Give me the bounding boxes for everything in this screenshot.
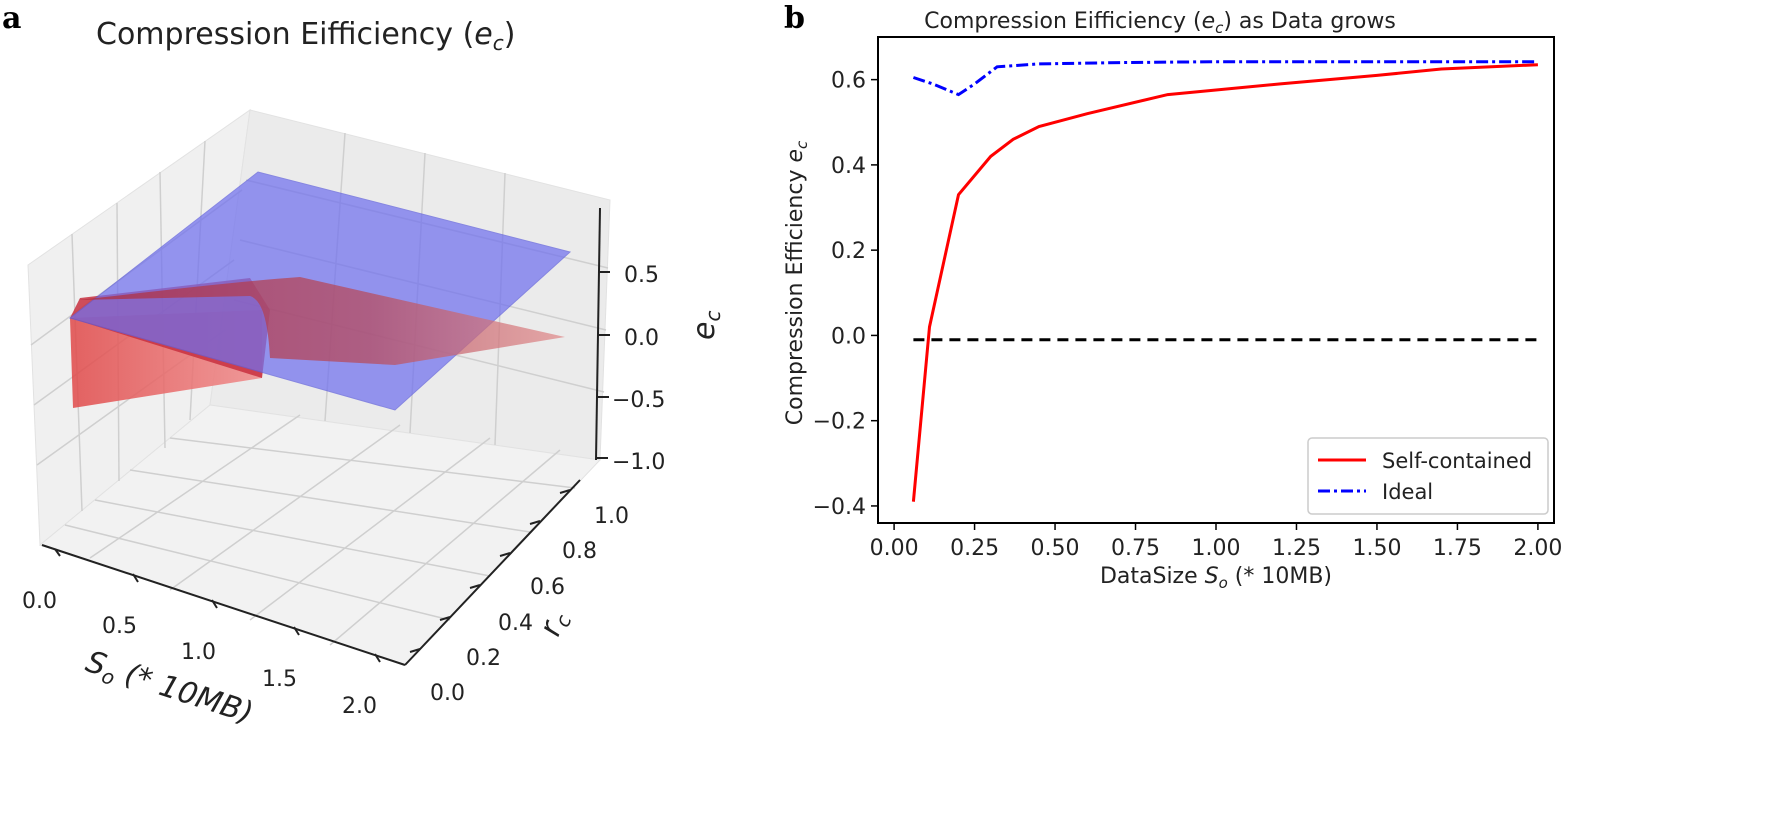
z-tick-label: 0.0 (624, 326, 659, 351)
x-tick-label: 1.0 (181, 640, 216, 665)
y-tick-label: 0.0 (430, 681, 465, 706)
x-axis-b: 0.00 0.25 0.50 0.75 1.00 1.25 1.50 1.75 2.00 (870, 523, 1562, 561)
y-axis: 0.0 0.2 0.4 0.6 0.8 1.0 rc (404, 479, 629, 706)
x-tick-label-b: 0.25 (950, 536, 999, 561)
red-surface-top (78, 277, 565, 365)
y-tick-label-b: −0.2 (813, 410, 866, 435)
z-tick-label: −1.0 (612, 450, 665, 475)
y-tick-label-b: −0.4 (813, 495, 866, 520)
x-tick-label: 2.0 (342, 694, 377, 719)
x-tick-label-b: 0.50 (1031, 536, 1080, 561)
y-tick-label-b: 0.0 (831, 324, 866, 349)
chart-a-title: Compression Eifficiency (ec) (96, 17, 515, 55)
y-axis-label-b: Compression Efficiency ec (783, 140, 811, 425)
y-tick-label-b: 0.6 (831, 69, 866, 94)
y-tick-label-b: 0.4 (831, 154, 866, 179)
z-axis-label: ec (687, 311, 725, 340)
legend-b: Self-contained Ideal (1307, 437, 1549, 515)
x-axis-label-b: DataSize So (* 10MB) (1100, 564, 1332, 592)
x-tick-label-b: 1.50 (1352, 536, 1401, 561)
legend-label-ideal: Ideal (1382, 480, 1433, 504)
x-tick-label-b: 1.25 (1272, 536, 1321, 561)
panel-b: b Compression Eifficiency (ec) as Data g… (783, 1, 1562, 592)
y-axis-b: 0.6 0.4 0.2 0.0 −0.2 −0.4 (813, 69, 878, 520)
series-b (911, 60, 1538, 502)
z-tick-label: 0.5 (624, 263, 659, 288)
y-tick-label: 0.6 (530, 575, 565, 600)
y-axis-label: rc (533, 607, 577, 642)
chart-b-title: Compression Eifficiency (ec) as Data gro… (924, 9, 1396, 37)
legend-label-self-contained: Self-contained (1382, 449, 1532, 473)
x-tick-label: 1.5 (262, 667, 297, 692)
x-axis-label: So (* 10MB) (81, 644, 258, 734)
x-tick-label-b: 1.00 (1192, 536, 1241, 561)
series-line-ideal (912, 60, 1538, 97)
z-tick-label: −0.5 (612, 388, 665, 413)
series-line-self-contained (911, 63, 1538, 502)
y-tick-label: 0.4 (498, 611, 533, 636)
x-tick-label-b: 1.75 (1433, 536, 1482, 561)
x-tick-label: 0.0 (22, 589, 57, 614)
x-tick-label-b: 0.00 (870, 536, 919, 561)
y-tick-label: 1.0 (594, 504, 629, 529)
y-tick-label: 0.2 (466, 646, 501, 671)
y-tick-label: 0.8 (562, 539, 597, 564)
y-tick-label-b: 0.2 (831, 239, 866, 264)
legend-box (1307, 437, 1549, 515)
x-tick-label: 0.5 (102, 614, 137, 639)
x-tick-label-b: 0.75 (1111, 536, 1160, 561)
z-axis: 0.5 0.0 −0.5 −1.0 ec (595, 207, 725, 475)
panel-b-label: b (784, 1, 805, 36)
x-tick-label-b: 2.00 (1513, 536, 1562, 561)
panel-a-label: a (2, 1, 21, 36)
panel-a: a Compression Eifficiency (ec) (2, 1, 725, 734)
